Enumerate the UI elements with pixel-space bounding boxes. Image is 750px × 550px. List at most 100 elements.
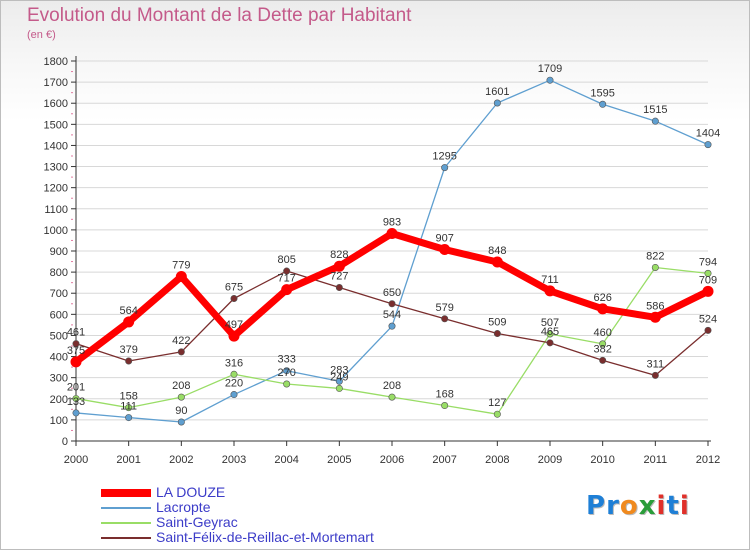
data-label: 626 xyxy=(593,292,611,304)
data-point xyxy=(281,284,293,296)
data-point xyxy=(441,402,449,410)
data-point xyxy=(335,377,343,385)
y-tick-label: 500 xyxy=(50,330,68,342)
logo-letter: i xyxy=(656,491,667,521)
logo-letter: t xyxy=(666,491,680,521)
data-label: 1709 xyxy=(538,63,562,75)
data-label: 727 xyxy=(330,271,348,283)
data-label: 1295 xyxy=(432,151,456,163)
x-tick-label: 2012 xyxy=(696,454,720,466)
data-point xyxy=(230,391,238,399)
data-point xyxy=(702,285,714,297)
x-tick-label: 2008 xyxy=(485,454,509,466)
chart-title: Evolution du Montant de la Dette par Hab… xyxy=(27,5,412,26)
data-point xyxy=(72,395,80,403)
data-point xyxy=(175,271,187,283)
y-tick-label: 200 xyxy=(50,394,68,406)
y-tick-label: 1300 xyxy=(44,162,68,174)
data-point xyxy=(441,315,449,323)
y-tick-label: 800 xyxy=(50,267,68,279)
x-tick-label: 2001 xyxy=(116,454,140,466)
x-tick-label: 2010 xyxy=(590,454,614,466)
data-label: 111 xyxy=(120,401,137,413)
data-point xyxy=(335,284,343,292)
data-labels: 375 564 779 497 717 828 983 907 848 711 626 586 709 1… xyxy=(67,63,720,417)
data-label: 249 xyxy=(330,371,348,383)
x-tick-label: 2004 xyxy=(274,454,298,466)
chart-subtitle: (en €) xyxy=(27,29,56,41)
x-tick-label: 2009 xyxy=(538,454,562,466)
data-point xyxy=(177,393,185,401)
data-label: 907 xyxy=(435,233,453,245)
data-label: 675 xyxy=(225,282,243,294)
logo-letter: P xyxy=(586,491,607,521)
data-point xyxy=(177,418,185,426)
x-tick-label: 2002 xyxy=(169,454,193,466)
axes: 0 100 200 300 400 500 600 700 800 900 1000 1100 1200… xyxy=(44,56,720,466)
data-label: 1601 xyxy=(485,86,509,98)
data-label: 1595 xyxy=(590,87,614,99)
data-label: 1515 xyxy=(643,104,667,116)
data-label: 579 xyxy=(435,302,453,314)
data-label: 564 xyxy=(119,305,137,317)
data-label: 316 xyxy=(225,357,243,369)
data-point xyxy=(544,285,556,297)
data-label: 794 xyxy=(699,256,717,268)
y-tick-label: 600 xyxy=(50,309,68,321)
data-point xyxy=(388,322,396,330)
data-label: 717 xyxy=(277,273,295,285)
data-point xyxy=(704,269,712,277)
x-tick-label: 2000 xyxy=(64,454,88,466)
y-tick-label: 1000 xyxy=(44,225,68,237)
data-point xyxy=(546,339,554,347)
data-label: 524 xyxy=(699,313,717,325)
data-point xyxy=(704,141,712,149)
data-label: 270 xyxy=(277,367,295,379)
data-point xyxy=(597,303,609,315)
data-point xyxy=(651,263,659,271)
proxiti-logo: Proxiti xyxy=(586,491,690,521)
data-label: 158 xyxy=(119,391,137,403)
y-tick-label: 1200 xyxy=(44,183,68,195)
legend-label: Lacropte xyxy=(156,499,211,515)
logo-letter: o xyxy=(619,491,639,521)
y-tick-label: 0 xyxy=(62,436,68,448)
data-point xyxy=(72,409,80,417)
y-tick-label: 1600 xyxy=(44,98,68,110)
data-point xyxy=(125,414,133,422)
logo-letter: r xyxy=(606,491,620,521)
y-tick-label: 1400 xyxy=(44,140,68,152)
y-tick-label: 900 xyxy=(50,246,68,258)
legend-swatch xyxy=(101,537,151,539)
legend-label: Saint-Félix-de-Reillac-et-Mortemart xyxy=(156,529,374,545)
data-label: 650 xyxy=(383,287,401,299)
y-tick-label: 1700 xyxy=(44,77,68,89)
data-point xyxy=(230,294,238,302)
data-label: 497 xyxy=(225,319,243,331)
data-label: 201 xyxy=(67,382,85,394)
data-point xyxy=(228,330,240,342)
y-tick-label: 100 xyxy=(50,415,68,427)
y-tick-label: 1500 xyxy=(44,119,68,131)
data-point xyxy=(704,326,712,334)
data-point xyxy=(651,117,659,125)
series-lines xyxy=(70,76,714,426)
x-tick-label: 2006 xyxy=(380,454,404,466)
data-point xyxy=(441,164,449,172)
data-label: 460 xyxy=(593,327,611,339)
data-point xyxy=(388,393,396,401)
data-point xyxy=(123,316,135,328)
data-label: 208 xyxy=(383,380,401,392)
data-label: 208 xyxy=(172,380,190,392)
data-label: 333 xyxy=(277,354,295,366)
data-label: 90 xyxy=(175,405,187,417)
data-label: 828 xyxy=(330,249,348,261)
data-point xyxy=(230,370,238,378)
data-label: 779 xyxy=(172,260,190,272)
legend-label: LA DOUZE xyxy=(156,484,226,500)
data-point xyxy=(283,380,291,388)
data-point xyxy=(439,244,451,256)
data-label: 711 xyxy=(541,274,559,286)
data-label: 311 xyxy=(647,358,665,370)
data-point xyxy=(493,99,501,107)
